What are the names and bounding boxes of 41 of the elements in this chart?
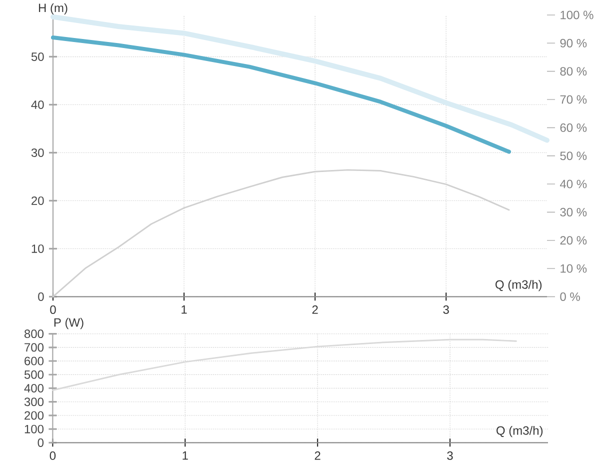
x-tick-label: 1	[182, 305, 187, 314]
y2-tick-label: 100 %	[560, 10, 594, 20]
x-axis-title: Q (m3/h)	[496, 426, 543, 438]
y-axis-title: H (m)	[38, 3, 68, 15]
y-tick-label: 300	[24, 398, 44, 406]
y2-tick-label: 20 %	[560, 236, 587, 245]
y2-tick-label: 50 %	[560, 152, 587, 160]
x-axis-title: Q (m3/h)	[496, 280, 542, 292]
x-tick-label: 2	[314, 451, 320, 460]
line-series	[52, 338, 517, 392]
y2-tick-label: 10 %	[560, 264, 587, 273]
y-tick-label: 30	[31, 148, 44, 157]
x-tick-label: 0	[50, 305, 56, 314]
y2-tick-label: 60 %	[560, 123, 587, 132]
y-tick-label: 800	[24, 330, 44, 338]
x-tick-label: 1	[182, 451, 188, 460]
y-tick-label: 0	[38, 438, 44, 447]
y-tick-label: 0	[38, 292, 44, 301]
x-tick-label: 2	[312, 305, 318, 314]
y-tick-label: 200	[24, 411, 44, 420]
y2-tick-label: 30 %	[560, 208, 587, 216]
y2-tick-label: 40 %	[560, 180, 587, 188]
x-tick-label: 3	[443, 305, 449, 314]
y-tick-label: 600	[24, 356, 44, 366]
y-tick-label: 10	[32, 244, 44, 253]
y2-tick-label: 70 %	[560, 95, 587, 104]
line-series	[52, 169, 510, 298]
y-tick-label: 700	[24, 343, 44, 352]
y2-tick-label: 0 %	[560, 292, 580, 301]
y-tick-label: 50	[31, 52, 44, 61]
x-tick-label: 0	[50, 451, 56, 460]
y-tick-label: 100	[24, 424, 44, 434]
y2-tick-label: 80 %	[560, 67, 587, 76]
y-tick-label: 500	[24, 370, 44, 379]
y-tick-label: 20	[32, 196, 44, 205]
x-tick-label: 3	[447, 451, 453, 460]
y-axis-title: P (W)	[54, 318, 84, 330]
y-tick-label: 400	[24, 384, 44, 392]
line-series	[51, 36, 511, 154]
y2-tick-label: 90 %	[560, 38, 587, 48]
y-tick-label: 40	[31, 100, 44, 109]
